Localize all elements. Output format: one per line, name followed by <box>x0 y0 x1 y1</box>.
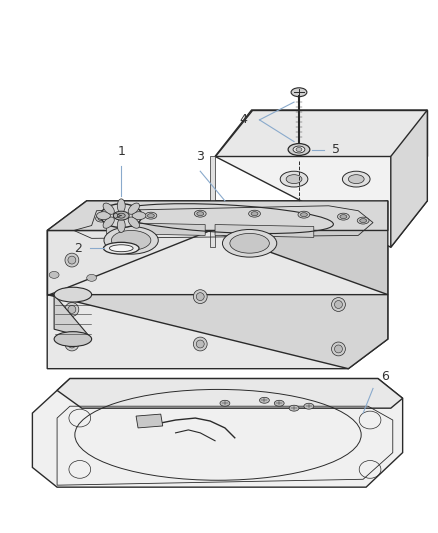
Ellipse shape <box>223 230 277 257</box>
Ellipse shape <box>117 219 125 232</box>
Ellipse shape <box>197 212 204 216</box>
Ellipse shape <box>196 293 204 301</box>
Ellipse shape <box>68 305 76 313</box>
Ellipse shape <box>230 233 269 253</box>
Ellipse shape <box>274 400 284 406</box>
Text: 1: 1 <box>117 146 125 158</box>
Ellipse shape <box>335 345 343 353</box>
Ellipse shape <box>251 212 258 216</box>
Text: 2: 2 <box>74 242 82 255</box>
Ellipse shape <box>65 337 79 351</box>
Ellipse shape <box>280 171 308 187</box>
Ellipse shape <box>54 287 92 302</box>
Ellipse shape <box>54 332 92 346</box>
Ellipse shape <box>194 210 206 217</box>
Ellipse shape <box>296 148 302 151</box>
Ellipse shape <box>148 214 154 217</box>
PathPatch shape <box>215 224 314 237</box>
Ellipse shape <box>68 256 76 264</box>
Ellipse shape <box>193 290 207 303</box>
Ellipse shape <box>343 171 370 187</box>
Ellipse shape <box>300 213 307 216</box>
Ellipse shape <box>286 175 302 183</box>
Ellipse shape <box>145 212 157 219</box>
PathPatch shape <box>47 201 388 230</box>
Ellipse shape <box>101 204 142 228</box>
Ellipse shape <box>298 211 310 218</box>
Ellipse shape <box>103 203 114 214</box>
PathPatch shape <box>106 223 205 236</box>
PathPatch shape <box>47 201 388 369</box>
Ellipse shape <box>128 217 139 228</box>
Ellipse shape <box>117 213 125 218</box>
Ellipse shape <box>337 213 350 220</box>
Ellipse shape <box>103 243 139 254</box>
Ellipse shape <box>332 342 346 356</box>
Text: 4: 4 <box>240 114 247 126</box>
Ellipse shape <box>87 274 96 281</box>
Ellipse shape <box>95 215 107 222</box>
Ellipse shape <box>360 219 367 223</box>
PathPatch shape <box>210 201 388 295</box>
Text: 5: 5 <box>332 143 339 156</box>
PathPatch shape <box>215 110 427 156</box>
Ellipse shape <box>291 88 307 96</box>
Ellipse shape <box>113 211 129 220</box>
Ellipse shape <box>65 303 79 317</box>
Ellipse shape <box>304 403 314 409</box>
Ellipse shape <box>259 397 269 403</box>
Ellipse shape <box>111 230 151 250</box>
Ellipse shape <box>103 217 114 228</box>
Text: 6: 6 <box>381 370 389 384</box>
PathPatch shape <box>47 295 388 369</box>
Ellipse shape <box>196 340 204 348</box>
Ellipse shape <box>293 146 305 153</box>
Ellipse shape <box>220 400 230 406</box>
Ellipse shape <box>65 253 79 267</box>
Ellipse shape <box>117 199 125 213</box>
PathPatch shape <box>210 156 215 247</box>
PathPatch shape <box>32 378 403 487</box>
Ellipse shape <box>110 245 133 252</box>
PathPatch shape <box>57 378 403 408</box>
Ellipse shape <box>335 301 343 309</box>
PathPatch shape <box>136 414 163 428</box>
Ellipse shape <box>288 143 310 156</box>
Ellipse shape <box>340 215 347 219</box>
Ellipse shape <box>249 210 261 217</box>
Ellipse shape <box>348 175 364 183</box>
Ellipse shape <box>332 297 346 311</box>
Ellipse shape <box>193 337 207 351</box>
Ellipse shape <box>49 271 59 278</box>
Ellipse shape <box>289 405 299 411</box>
Ellipse shape <box>132 212 146 220</box>
Ellipse shape <box>104 227 158 254</box>
PathPatch shape <box>391 110 427 247</box>
Ellipse shape <box>128 203 139 214</box>
Ellipse shape <box>68 340 76 348</box>
Text: 3: 3 <box>196 150 204 163</box>
Ellipse shape <box>357 217 369 224</box>
PathPatch shape <box>54 295 92 339</box>
PathPatch shape <box>215 110 427 247</box>
PathPatch shape <box>47 230 210 295</box>
Ellipse shape <box>96 212 110 220</box>
Ellipse shape <box>98 216 105 221</box>
